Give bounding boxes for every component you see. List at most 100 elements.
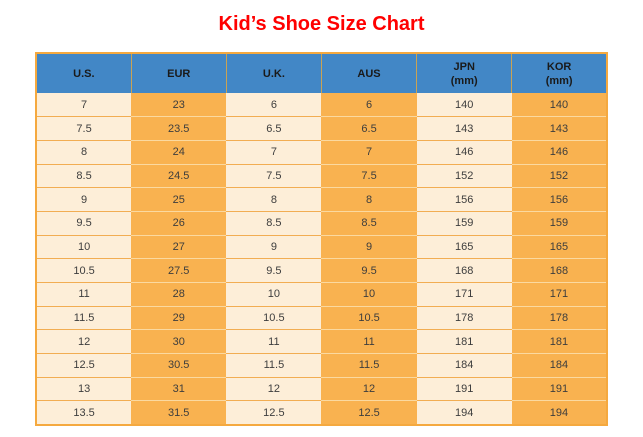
table-cell: 9: [36, 187, 132, 212]
column-header: U.K.: [226, 53, 322, 93]
column-header-label: U.S.: [73, 67, 95, 80]
table-cell: 143: [511, 116, 607, 141]
table-cell: 11: [36, 282, 132, 307]
table-cell: 28: [131, 282, 227, 307]
table-cell: 9: [321, 235, 417, 260]
table-cell: 7.5: [36, 116, 132, 141]
table-cell: 9.5: [36, 211, 132, 236]
table-cell: 181: [416, 329, 512, 355]
table-cell: 11.5: [226, 353, 322, 378]
table-cell: 9.5: [321, 258, 417, 283]
table-row: 13.5 31.5 12.5 12.5 194 194: [36, 400, 607, 425]
table-header: U.S. EUR U.K. AUS JPN (mm) KOR (mm): [36, 53, 607, 93]
table-cell: 194: [416, 400, 512, 425]
table-cell: 12: [226, 377, 322, 402]
table-cell: 12.5: [226, 400, 322, 425]
table-cell: 23.5: [131, 116, 227, 141]
table-cell: 140: [416, 93, 512, 118]
table-cell: 7: [321, 140, 417, 165]
table-cell: 10.5: [321, 306, 417, 331]
table-cell: 10: [321, 282, 417, 307]
table-cell: 191: [511, 377, 607, 402]
table-cell: 8.5: [321, 211, 417, 236]
table-row: 9 25 8 8 156 156: [36, 187, 607, 212]
table-cell: 146: [416, 140, 512, 165]
table-cell: 12.5: [321, 400, 417, 425]
table-cell: 26: [131, 211, 227, 236]
table-cell: 143: [416, 116, 512, 141]
table-cell: 8.5: [36, 164, 132, 189]
table-row: 9.5 26 8.5 8.5 159 159: [36, 211, 607, 236]
column-header: AUS: [321, 53, 418, 93]
table-cell: 11.5: [36, 306, 132, 331]
table-cell: 10: [226, 282, 322, 307]
table-cell: 24.5: [131, 164, 227, 189]
table-cell: 146: [511, 140, 607, 165]
table-cell: 171: [511, 282, 607, 307]
table-cell: 25: [131, 187, 227, 212]
table-cell: 27.5: [131, 258, 227, 283]
table-cell: 152: [511, 164, 607, 189]
table-body: 7 23 6 6 140 140 7.5 23.5 6.5 6.5 143 143 8 24 7 7 146 14…: [36, 93, 607, 425]
table-row: 11.5 29 10.5 10.5 178 178: [36, 306, 607, 331]
column-header-sublabel: (mm): [545, 74, 573, 87]
table-row: 7.5 23.5 6.5 6.5 143 143: [36, 116, 607, 141]
table-cell: 23: [131, 93, 227, 118]
table-cell: 11: [226, 329, 322, 355]
column-header-label: AUS: [357, 67, 381, 80]
table-cell: 184: [511, 353, 607, 378]
table-cell: 171: [416, 282, 512, 307]
table-cell: 31: [131, 377, 227, 402]
table-cell: 13.5: [36, 400, 132, 425]
table-cell: 165: [511, 235, 607, 260]
column-header-sublabel: (mm): [450, 74, 478, 87]
table-cell: 168: [416, 258, 512, 283]
page: Kid’s Shoe Size Chart U.S. EUR U.K. AUS JPN(…: [0, 13, 643, 426]
table-cell: 29: [131, 306, 227, 331]
table-cell: 27: [131, 235, 227, 260]
table-row: 8.5 24.5 7.5 7.5 152 152: [36, 164, 607, 189]
table-cell: 13: [36, 377, 132, 402]
table-cell: 165: [416, 235, 512, 260]
table-cell: 11.5: [321, 353, 417, 378]
table-row: 12 30 11 11 181 181: [36, 329, 607, 355]
table-cell: 31.5: [131, 400, 227, 425]
table-cell: 12.5: [36, 353, 132, 378]
table-cell: 7: [36, 93, 132, 118]
table-cell: 24: [131, 140, 227, 165]
column-header-label: EUR: [167, 67, 191, 80]
table-row: 11 28 10 10 171 171: [36, 282, 607, 307]
table-cell: 10.5: [36, 258, 132, 283]
table-cell: 12: [36, 329, 132, 355]
table-cell: 6.5: [226, 116, 322, 141]
table-cell: 6: [321, 93, 417, 118]
table-cell: 9: [226, 235, 322, 260]
column-header-label: KOR: [546, 60, 572, 73]
table-cell: 7.5: [321, 164, 417, 189]
table-cell: 156: [416, 187, 512, 212]
table-header-row: U.S. EUR U.K. AUS JPN (mm) KOR (mm): [36, 53, 607, 93]
table-cell: 156: [511, 187, 607, 212]
table-cell: 11: [321, 329, 417, 355]
table-cell: 159: [416, 211, 512, 236]
table-cell: 6.5: [321, 116, 417, 141]
table-cell: 194: [511, 400, 607, 425]
table-cell: 9.5: [226, 258, 322, 283]
table-cell: 191: [416, 377, 512, 402]
column-header: U.S.: [36, 53, 132, 93]
table-cell: 140: [511, 93, 607, 118]
column-header: JPN (mm): [416, 53, 513, 93]
column-header-label: JPN: [453, 60, 475, 73]
table-cell: 8: [226, 187, 322, 212]
table-row: 12.5 30.5 11.5 11.5 184 184: [36, 353, 607, 378]
table-cell: 178: [416, 306, 512, 331]
table-cell: 159: [511, 211, 607, 236]
table-cell: 168: [511, 258, 607, 283]
table-cell: 12: [321, 377, 417, 402]
column-header: KOR (mm): [511, 53, 607, 93]
table-cell: 30.5: [131, 353, 227, 378]
table-cell: 184: [416, 353, 512, 378]
table-row: 10 27 9 9 165 165: [36, 235, 607, 260]
table-row: 10.5 27.5 9.5 9.5 168 168: [36, 258, 607, 283]
table-cell: 10: [36, 235, 132, 260]
